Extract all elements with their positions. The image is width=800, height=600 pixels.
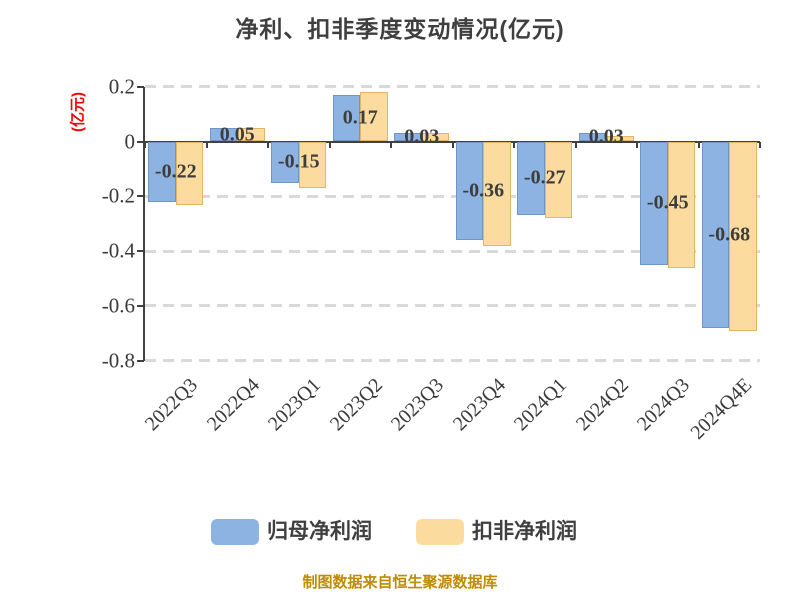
x-axis-category-label: 2024Q3	[633, 374, 695, 436]
x-axis-tick	[697, 141, 700, 148]
x-axis-category-label: 2024Q1	[510, 374, 572, 436]
bar-扣非净利润-2023Q1	[298, 141, 327, 189]
gridline	[145, 249, 760, 253]
bar-扣非净利润-2023Q4	[483, 141, 511, 246]
bar-value-label: -0.15	[277, 150, 320, 173]
y-axis-tick	[137, 250, 144, 253]
x-axis-category-label: 2022Q4	[202, 374, 264, 436]
bar-归母净利润-2023Q1	[271, 141, 299, 183]
bar-扣非净利润-2024Q1	[544, 141, 573, 219]
gridline	[145, 304, 760, 308]
bar-归母净利润-2023Q2	[332, 94, 361, 142]
legend-swatch-net-profit	[211, 519, 259, 545]
x-axis-category-label: 2022Q3	[141, 374, 203, 436]
y-axis-tick	[137, 195, 144, 198]
y-axis-tick	[137, 140, 144, 143]
x-axis-tick	[328, 141, 331, 148]
x-axis-tick	[205, 141, 208, 148]
x-axis-tick	[636, 141, 638, 148]
y-axis-tick	[137, 304, 144, 307]
bar-归母净利润-2022Q3	[148, 141, 176, 202]
bar-扣非净利润-2024Q3	[667, 141, 696, 268]
bar-value-label: 0.03	[588, 125, 624, 148]
bar-value-label: 0.17	[342, 106, 378, 129]
y-axis-tick-label: 0	[124, 129, 136, 153]
y-axis-tick-label: -0.6	[101, 293, 135, 318]
x-axis-category-label: 2023Q4	[448, 374, 510, 436]
bar-扣非净利润-2022Q3	[175, 141, 204, 205]
x-axis-category-label: 2023Q1	[264, 374, 326, 436]
x-axis-tick	[267, 141, 269, 148]
x-axis-tick	[451, 141, 454, 148]
bar-扣非净利润-2023Q3	[421, 133, 450, 142]
bar-归母净利润-2024Q3	[640, 141, 668, 265]
chart-title: 净利、扣非季度变动情况(亿元)	[235, 16, 565, 42]
x-axis-category-label: 2023Q2	[325, 374, 387, 436]
legend-label-deducted-profit: 扣非净利润	[472, 520, 577, 543]
x-axis-category-label: 2024Q2	[571, 374, 633, 436]
y-axis-tick-label: -0.2	[101, 183, 135, 208]
y-axis-line	[143, 87, 145, 361]
x-axis-tick	[574, 141, 577, 148]
gridline	[145, 359, 760, 363]
y-axis-tick-label: 0.2	[108, 74, 135, 99]
y-axis-tick-label: -0.4	[101, 238, 135, 263]
bar-扣非净利润-2022Q4	[237, 127, 265, 142]
bar-归母净利润-2023Q3	[394, 133, 422, 142]
data-source-note: 制图数据来自恒生聚源数据库	[302, 574, 498, 591]
bar-归母净利润-2024Q1	[517, 141, 545, 216]
legend-label-net-profit: 归母净利润	[267, 520, 372, 543]
bar-value-label: -0.27	[523, 166, 566, 189]
bar-value-label: -0.45	[646, 191, 689, 214]
bar-归母净利润-2024Q4E	[701, 141, 730, 328]
gridline	[145, 194, 760, 198]
x-axis-tick	[144, 141, 146, 148]
bar-value-label: -0.36	[462, 179, 505, 202]
bar-扣非净利润-2023Q2	[360, 92, 388, 142]
bar-归母净利润-2023Q4	[455, 141, 484, 241]
y-axis-tick	[137, 85, 144, 88]
bar-扣非净利润-2024Q4E	[729, 141, 757, 331]
x-axis-tick	[513, 141, 515, 148]
bar-扣非净利润-2024Q2	[606, 136, 634, 142]
bar-value-label: -0.68	[708, 223, 751, 246]
bar-value-label: 0.05	[219, 123, 255, 146]
x-axis-tick	[759, 141, 761, 148]
legend-swatch-deducted-profit	[416, 519, 464, 545]
y-axis-tick	[137, 359, 144, 362]
gridline	[145, 85, 760, 89]
x-axis-category-label: 2023Q3	[387, 374, 449, 436]
bar-归母净利润-2024Q2	[578, 133, 607, 142]
bar-value-label: 0.03	[404, 125, 440, 148]
x-axis-tick	[390, 141, 392, 148]
y-axis-tick-label: -0.8	[101, 348, 135, 373]
x-axis-category-label: 2024Q4E	[686, 374, 756, 444]
bar-归母净利润-2022Q4	[209, 127, 238, 142]
bar-value-label: -0.22	[154, 160, 197, 183]
